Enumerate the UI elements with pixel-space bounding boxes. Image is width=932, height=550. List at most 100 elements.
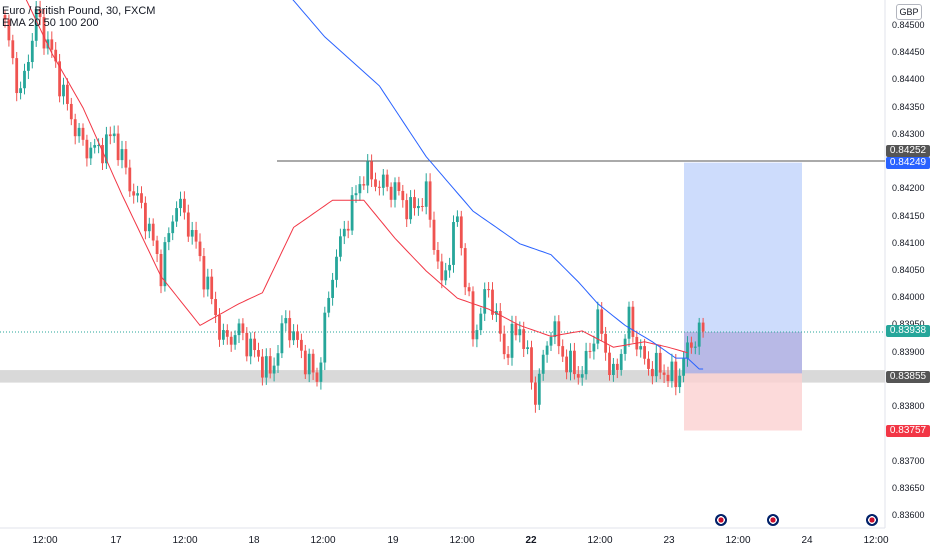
candle — [66, 84, 69, 104]
candle — [342, 228, 346, 237]
candle — [662, 372, 666, 375]
candle — [58, 61, 61, 97]
candle — [233, 335, 237, 345]
candle — [218, 315, 221, 340]
candle — [647, 358, 650, 369]
candle — [670, 361, 674, 382]
candle — [381, 174, 385, 188]
time-tick-label: 12:00 — [172, 535, 198, 546]
candle — [693, 346, 697, 348]
candle — [183, 198, 186, 213]
time-tick-label: 22 — [525, 535, 537, 546]
candle — [222, 330, 225, 340]
candle — [120, 149, 124, 161]
price-tick-label: 0.83650 — [892, 482, 925, 493]
candle — [428, 181, 432, 220]
price-tick-label: 0.84300 — [892, 128, 925, 139]
price-tick-label: 0.84100 — [892, 237, 925, 248]
candle — [202, 256, 206, 290]
candle — [366, 161, 370, 186]
candle — [631, 306, 635, 337]
uk-flag-icon[interactable] — [767, 514, 779, 526]
candle — [3, 15, 7, 20]
candle — [576, 374, 580, 378]
candle — [565, 356, 568, 373]
candle — [483, 289, 487, 314]
candle — [163, 242, 167, 287]
chart-title: Euro / British Pound, 30, FXCM EMA 20 50… — [2, 5, 155, 29]
candle — [105, 134, 108, 164]
candle — [335, 256, 338, 280]
candle — [186, 212, 190, 237]
currency-badge[interactable]: GBP — [896, 4, 922, 20]
candle — [592, 343, 596, 352]
target-price-label: 0.84249 — [886, 157, 930, 169]
candle — [116, 133, 120, 161]
time-tick-label: 24 — [801, 535, 813, 546]
price-tick-label: 0.84150 — [892, 210, 925, 221]
candle — [327, 297, 331, 313]
price-tick-label: 0.83800 — [892, 401, 925, 412]
candle — [487, 289, 490, 291]
candle — [619, 353, 623, 370]
candle — [147, 223, 151, 232]
candle — [292, 331, 295, 341]
candle — [7, 19, 11, 41]
candle — [323, 312, 327, 363]
candle — [432, 219, 436, 250]
candle — [627, 306, 631, 339]
indicator-label: EMA 20 50 100 200 — [2, 17, 99, 29]
candle — [261, 356, 264, 378]
candle — [42, 17, 46, 49]
candle — [245, 332, 249, 357]
candle — [409, 197, 412, 220]
candle — [491, 289, 494, 315]
candle — [144, 202, 147, 232]
candle — [389, 186, 393, 200]
candle — [268, 356, 272, 374]
candle — [580, 374, 584, 378]
candle — [370, 161, 373, 180]
candle — [678, 375, 682, 388]
time-tick-label: 18 — [248, 535, 260, 546]
candle — [229, 336, 233, 345]
candle — [303, 350, 307, 375]
candle — [198, 241, 202, 257]
uk-flag-icon[interactable] — [715, 514, 727, 526]
candle — [612, 363, 615, 376]
ema-short-line — [25, 0, 688, 354]
candle — [444, 270, 448, 281]
candle — [264, 356, 268, 378]
candle — [272, 365, 276, 374]
time-tick-label: 12:00 — [587, 535, 613, 546]
candle — [307, 353, 311, 375]
candle — [654, 352, 658, 377]
candle — [311, 353, 315, 373]
candle — [280, 323, 284, 354]
uk-flag-icon[interactable] — [866, 514, 878, 526]
candle — [19, 88, 22, 94]
candle — [171, 221, 175, 234]
candle — [420, 205, 424, 207]
candle — [190, 229, 194, 237]
candle — [249, 338, 253, 357]
candle — [284, 318, 288, 324]
candle — [623, 338, 627, 354]
candle — [136, 193, 139, 196]
candle — [151, 223, 155, 241]
candle — [561, 346, 565, 357]
candle — [350, 195, 354, 231]
time-tick-label: 12:00 — [725, 535, 751, 546]
candle — [62, 84, 65, 97]
price-tick-label: 0.83700 — [892, 455, 925, 466]
candle — [502, 333, 506, 355]
candle — [553, 321, 557, 338]
candle — [417, 205, 420, 209]
candle — [498, 311, 502, 334]
candle — [448, 264, 451, 271]
candle — [132, 191, 136, 196]
candle — [526, 347, 529, 349]
candle — [124, 149, 128, 168]
candle — [179, 198, 182, 209]
